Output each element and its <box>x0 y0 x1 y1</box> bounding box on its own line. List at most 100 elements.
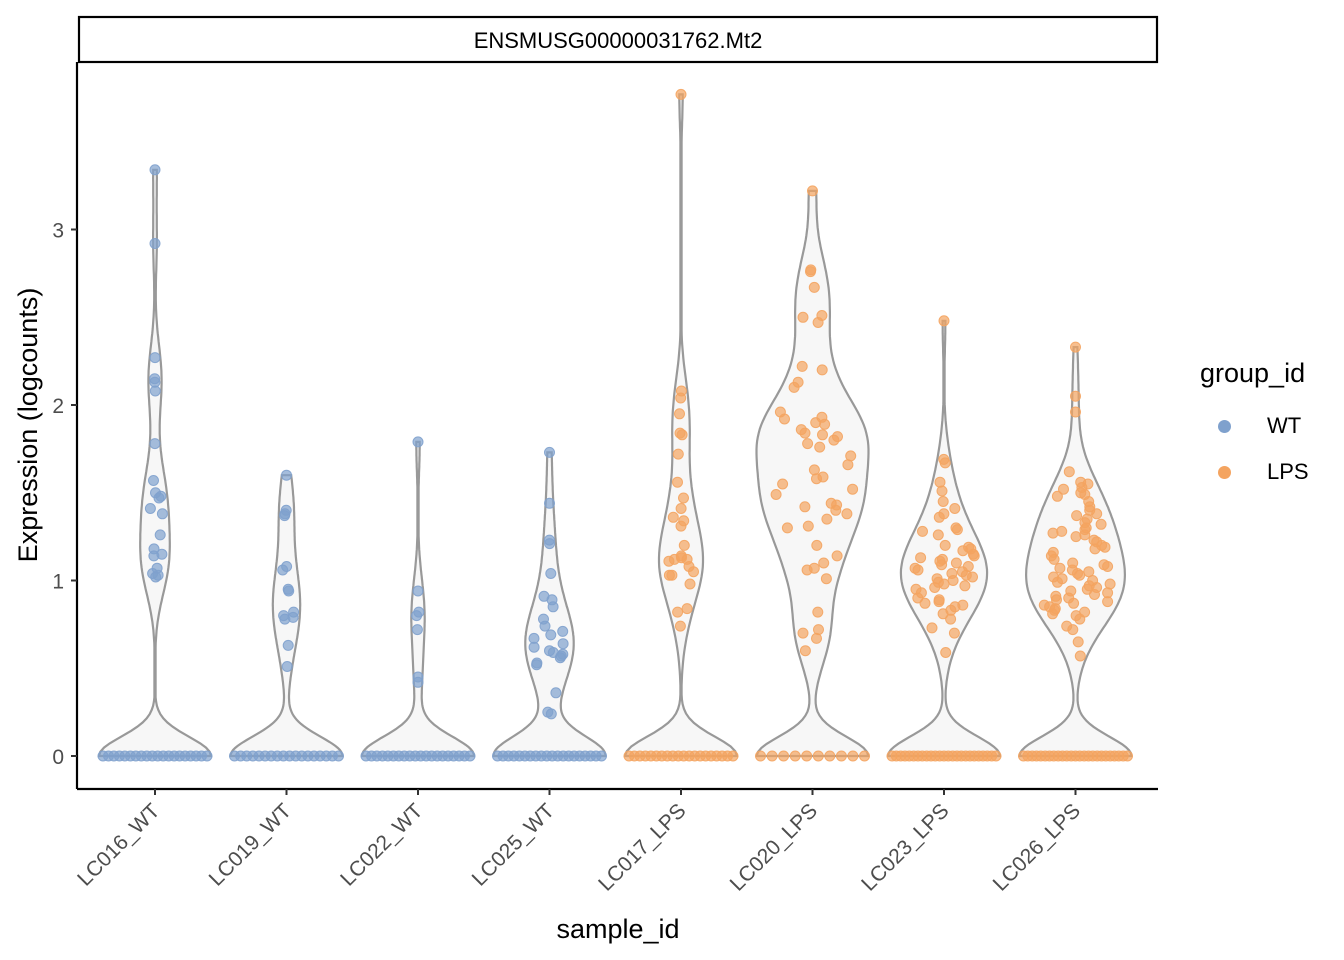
data-point <box>805 266 816 278</box>
data-point <box>932 529 944 541</box>
data-point <box>811 473 822 485</box>
data-point <box>1054 562 1066 574</box>
data-point <box>281 469 292 481</box>
x-axis-ticks: LC016_WT LC019_WT LC022_WT LC025_WT LC017_LP… <box>73 789 1085 896</box>
y-tick-label: 0 <box>52 746 64 769</box>
facet-title: ENSMUSG00000031762.Mt2 <box>474 28 763 53</box>
data-point <box>807 185 818 197</box>
data-point <box>797 311 809 323</box>
data-point <box>788 381 800 393</box>
y-tick-label: 1 <box>52 571 64 594</box>
data-point <box>544 497 555 509</box>
data-point <box>817 429 828 441</box>
data-point <box>950 557 962 569</box>
data-point <box>156 508 168 520</box>
data-point <box>149 385 161 397</box>
data-point <box>1051 490 1063 502</box>
data-point <box>938 578 950 590</box>
data-point <box>968 550 980 562</box>
data-point <box>412 676 424 688</box>
data-point <box>847 750 859 762</box>
data-point <box>933 511 945 523</box>
data-point <box>1089 543 1101 555</box>
data-point <box>596 750 607 762</box>
data-point <box>672 448 684 460</box>
x-tick-label: LC020_LPS <box>726 799 822 895</box>
data-point <box>933 596 945 608</box>
data-point <box>545 629 557 641</box>
data-point <box>547 601 559 613</box>
data-point <box>672 476 683 488</box>
data-point <box>967 571 978 583</box>
data-point <box>153 492 165 504</box>
data-point <box>149 164 161 176</box>
data-point <box>464 750 476 762</box>
legend-item-wt: WT <box>1200 403 1340 449</box>
data-point <box>666 569 678 581</box>
data-point <box>1099 541 1111 553</box>
data-point <box>810 417 822 429</box>
violin-LC017_LPS <box>623 93 739 758</box>
legend-title: group_id <box>1200 358 1306 388</box>
data-point <box>678 492 689 504</box>
data-point <box>1102 596 1114 608</box>
data-point <box>675 88 687 100</box>
data-point <box>411 624 423 636</box>
data-point <box>148 475 159 486</box>
legend-label-lps: LPS <box>1267 459 1309 484</box>
violin-LC023_LPS <box>886 319 1002 758</box>
legend: group_id WT LPS <box>1200 358 1340 495</box>
data-point <box>831 550 843 562</box>
data-point <box>1079 529 1091 541</box>
data-point <box>755 750 766 762</box>
data-point <box>1089 589 1100 600</box>
data-point <box>1074 569 1086 581</box>
data-point <box>830 504 842 516</box>
data-point <box>1047 608 1059 620</box>
data-point <box>1058 483 1069 495</box>
data-point <box>675 503 687 514</box>
x-tick-label: LC023_LPS <box>857 799 953 895</box>
x-tick-label: LC016_WT <box>73 799 164 890</box>
data-point <box>812 750 824 762</box>
violin-layer <box>97 93 1133 758</box>
data-point <box>770 489 782 500</box>
data-point <box>816 364 828 376</box>
data-point <box>1070 341 1081 353</box>
data-point <box>282 639 294 651</box>
data-point <box>912 564 924 576</box>
data-point <box>813 624 824 636</box>
x-tick-label: LC022_WT <box>336 799 427 890</box>
data-point <box>1070 531 1082 543</box>
x-tick-label: LC017_LPS <box>594 799 690 895</box>
data-point <box>811 539 823 551</box>
data-point <box>821 513 833 525</box>
x-tick-label: LC025_WT <box>468 799 559 890</box>
data-point <box>915 552 927 564</box>
data-point <box>544 446 555 458</box>
data-point <box>1095 518 1107 530</box>
data-point <box>1068 597 1080 609</box>
data-point <box>929 582 941 593</box>
data-point <box>1070 390 1081 402</box>
data-point <box>799 427 811 439</box>
data-point <box>937 608 949 620</box>
data-point <box>937 496 949 507</box>
data-point <box>674 620 686 632</box>
data-point <box>1102 561 1114 572</box>
data-point <box>674 408 685 420</box>
data-point <box>797 627 809 639</box>
y-tick-label: 3 <box>52 220 64 243</box>
data-point <box>554 652 566 664</box>
data-point <box>279 510 291 522</box>
data-point <box>545 708 557 720</box>
data-point <box>814 441 826 453</box>
data-point <box>1072 636 1084 648</box>
data-point <box>1063 466 1075 478</box>
data-point <box>801 564 813 576</box>
data-point <box>939 457 951 469</box>
data-point <box>934 476 946 488</box>
y-axis-title: Expression (logcounts) <box>13 288 43 563</box>
data-point <box>778 750 790 762</box>
